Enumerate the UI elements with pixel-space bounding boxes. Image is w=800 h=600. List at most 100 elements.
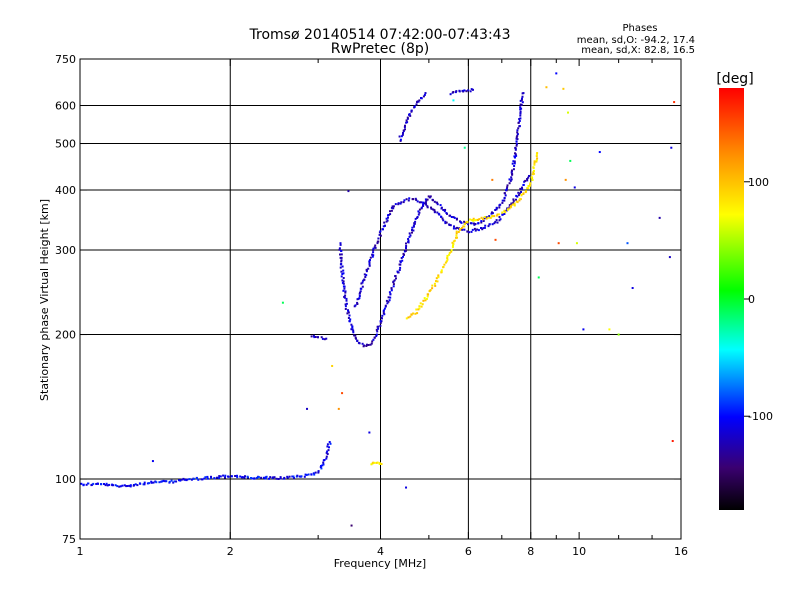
f-layer-o-mode-trace-point (526, 179, 529, 182)
colorbar-ticks: 100 0 -100 (744, 176, 773, 423)
e-layer-trace-point (304, 473, 307, 476)
e-layer-trace-point (251, 477, 254, 480)
f-layer-x-mode-trace-point (507, 208, 510, 211)
scatter-point (151, 460, 154, 463)
f-layer-o-mode-trace-point (436, 201, 439, 204)
f-layer-o-mode-trace-point (515, 140, 518, 143)
f-layer-o-mode-trace-point (480, 220, 483, 223)
f-layer-o-mode-trace-point (373, 246, 376, 249)
f-layer-o-mode-trace-point (379, 234, 382, 237)
e-layer-trace-point (146, 482, 149, 485)
f-layer-o-mode-trace-point (358, 342, 361, 345)
f-layer-o-mode-trace-point (368, 264, 371, 267)
e-layer-trace-point (210, 475, 212, 478)
f-layer-x-mode-trace-point (471, 219, 474, 222)
f-layer-o-mode-trace-point (401, 133, 404, 136)
f-layer-x-mode-trace-point (442, 266, 445, 269)
e-layer-trace-point (303, 475, 306, 478)
f-layer-o-mode-trace-point (514, 146, 517, 149)
f-layer-o-mode-trace-point (520, 107, 523, 110)
f-layer-o-mode-trace-point (468, 231, 471, 234)
f-layer-o-mode-trace-point (416, 100, 419, 103)
f-layer-o-mode-trace-point (510, 178, 513, 181)
f-layer-o-mode-trace-point (390, 289, 393, 292)
f-layer-x-mode-trace-point (418, 307, 421, 310)
f-layer-x-mode-trace-point (487, 216, 490, 219)
f-layer-o-mode-trace-point (443, 210, 446, 213)
f-layer-o-mode-trace-point (480, 227, 482, 229)
f-layer-x-mode-trace-point (535, 155, 538, 157)
e-layer-trace-point (241, 476, 244, 479)
f-layer-o-mode-trace-point (356, 301, 359, 304)
f-layer-o-mode-trace-point (342, 269, 345, 272)
f-layer-o-mode-trace-point (477, 222, 480, 225)
f-layer-x-mode-trace-point (452, 244, 454, 247)
f-layer-x-mode-trace-point (419, 302, 422, 305)
f-layer-o-mode-trace-point (472, 222, 475, 225)
f-layer-o-mode-trace-point (339, 243, 342, 246)
f-layer-o-mode-trace-point (349, 318, 352, 321)
f-layer-o-mode-trace-point (373, 336, 376, 339)
f-layer-x-mode-trace-point (407, 316, 410, 319)
e-layer-trace-point (322, 459, 325, 462)
scatter-point (562, 87, 565, 90)
f-layer-o-mode-trace-point (470, 222, 473, 225)
e-layer-trace-point (286, 476, 289, 479)
e-layer-trace-point (165, 480, 168, 483)
e-layer-trace-point (244, 475, 246, 478)
e-layer-trace-point (192, 477, 195, 480)
colorbar-tick-label: 100 (748, 176, 769, 189)
f-layer-o-mode-trace-point (519, 112, 522, 115)
f-layer-o-mode-trace-point (422, 95, 425, 98)
f-layer-o-mode-trace-point (508, 182, 511, 185)
e-layer-trace-point (178, 479, 180, 482)
f-layer-x-mode-trace-point (435, 280, 437, 283)
f-layer-o-mode-trace-point (518, 120, 521, 122)
f-layer-o-mode-trace-point (490, 212, 493, 215)
f-layer-o-mode-trace-point (403, 199, 406, 202)
f-layer-x-mode-trace-point (373, 461, 376, 464)
f-layer-o-mode-trace-point (521, 188, 524, 191)
f-layer-o-mode-trace-point (426, 206, 429, 209)
y-tick-label: 400 (55, 184, 76, 197)
f-layer-o-mode-trace-point (491, 211, 493, 214)
f-layer-o-mode-trace-point (398, 135, 401, 138)
f-layer-o-mode-trace-point (474, 229, 477, 232)
e-layer-trace-point (85, 483, 88, 486)
f-layer-o-mode-trace-point (312, 334, 315, 337)
e-layer-trace-point (82, 484, 85, 487)
f-layer-o-mode-trace-point (383, 313, 386, 316)
f-layer-o-mode-trace-point (339, 253, 341, 256)
y-tick-label: 200 (55, 329, 76, 342)
f-layer-o-mode-trace-point (359, 291, 361, 294)
f-layer-o-mode-trace-point (341, 273, 344, 275)
x-tick-label: 16 (674, 545, 688, 558)
f-layer-o-mode-trace-point (503, 213, 506, 215)
f-layer-x-mode-trace-point (485, 217, 488, 220)
f-layer-o-mode-trace-point (400, 135, 403, 138)
f-layer-o-mode-trace-point (387, 214, 389, 217)
f-layer-o-mode-trace-point (362, 279, 365, 282)
f-layer-o-mode-trace-point (386, 219, 389, 222)
f-layer-o-mode-trace-point (346, 312, 349, 315)
f-layer-o-mode-trace-point (350, 328, 353, 331)
scatter-point (564, 178, 567, 181)
f-layer-o-mode-trace-point (511, 162, 514, 165)
f-layer-o-mode-trace-point (382, 312, 385, 315)
f-layer-o-mode-trace-point (508, 204, 511, 207)
f-layer-o-mode-trace-point (516, 133, 519, 136)
f-layer-o-mode-trace-point (408, 232, 411, 235)
f-layer-x-mode-trace-point (451, 246, 454, 248)
f-layer-o-mode-trace-point (408, 197, 411, 200)
f-layer-o-mode-trace-point (384, 224, 386, 227)
e-layer-trace-point (288, 475, 291, 478)
f-layer-o-mode-trace-point (424, 92, 427, 95)
f-layer-o-mode-trace-point (351, 326, 354, 329)
f-layer-x-mode-trace-point (370, 463, 373, 466)
f-layer-o-mode-trace-point (402, 129, 405, 132)
f-layer-x-mode-trace-point (513, 202, 516, 205)
f-layer-o-mode-trace-point (402, 132, 404, 134)
scatter-point (405, 486, 408, 489)
e-layer-trace-point (118, 485, 121, 488)
scatter-point (575, 242, 578, 245)
